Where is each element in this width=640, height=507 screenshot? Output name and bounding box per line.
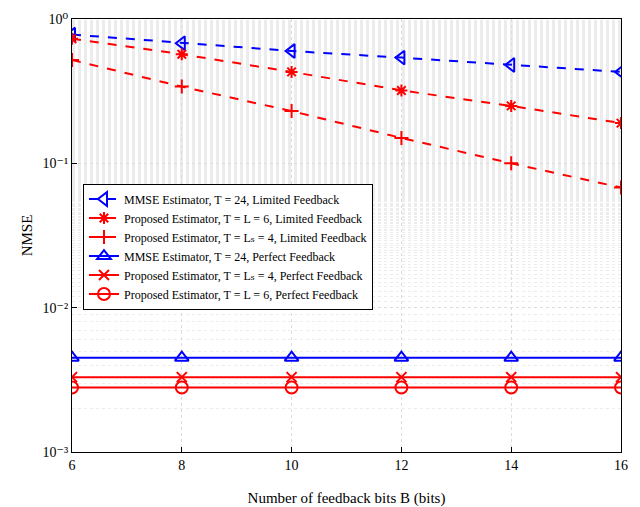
svg-text:Proposed Estimator, T = L = 6,: Proposed Estimator, T = L = 6, Perfect F… [124,288,358,302]
svg-text:6: 6 [69,458,76,473]
svg-text:10⁰: 10⁰ [49,12,69,27]
svg-text:16: 16 [614,458,628,473]
svg-text:10⁻¹: 10⁻¹ [43,156,69,171]
svg-text:MMSE Estimator, T = 24, Limite: MMSE Estimator, T = 24, Limited Feedback [124,193,339,207]
svg-text:MMSE Estimator, T = 24, Perfec: MMSE Estimator, T = 24, Perfect Feedback [124,250,335,264]
svg-text:Proposed Estimator, T = L = 6,: Proposed Estimator, T = L = 6, Limited F… [124,212,362,226]
svg-text:10⁻³: 10⁻³ [43,445,69,460]
svg-text:NMSE: NMSE [19,215,35,257]
svg-text:8: 8 [178,458,185,473]
svg-text:10⁻²: 10⁻² [43,301,69,316]
svg-text:Proposed Estimator, T = Lₛ = 4: Proposed Estimator, T = Lₛ = 4, Perfect … [124,269,363,283]
svg-text:14: 14 [504,458,518,473]
svg-text:10: 10 [285,458,299,473]
svg-text:12: 12 [394,458,408,473]
svg-text:Number of feedback bits B (bit: Number of feedback bits B (bits) [248,490,446,507]
svg-text:Proposed Estimator, T = Lₛ = 4: Proposed Estimator, T = Lₛ = 4, Limited … [124,231,367,245]
